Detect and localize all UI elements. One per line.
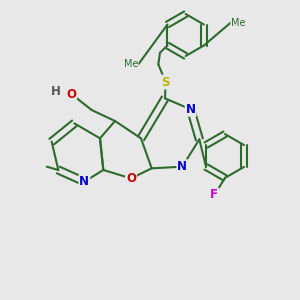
Text: N: N <box>177 160 187 173</box>
Text: S: S <box>161 76 170 88</box>
Text: N: N <box>79 175 89 188</box>
Text: H: H <box>51 85 61 98</box>
Text: F: F <box>210 188 218 202</box>
Text: O: O <box>66 88 76 101</box>
Text: Me: Me <box>231 18 245 28</box>
Text: Me: Me <box>124 59 138 69</box>
Text: N: N <box>186 103 196 116</box>
Text: O: O <box>126 172 136 185</box>
